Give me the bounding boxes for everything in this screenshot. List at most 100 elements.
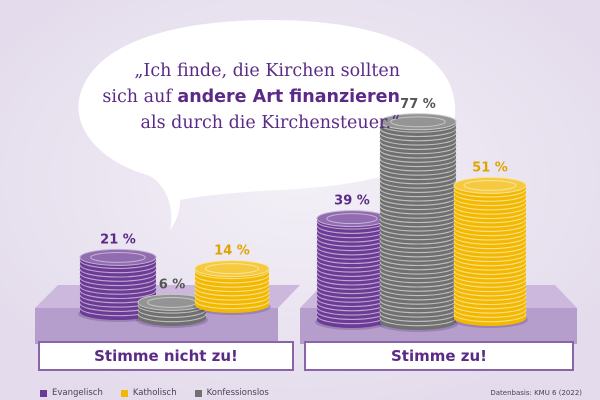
legend: Evangelisch Katholisch Konfessionslos bbox=[40, 388, 269, 398]
legend-label: Konfessionslos bbox=[206, 388, 269, 398]
coin-edge bbox=[194, 270, 270, 280]
coin-edge bbox=[379, 244, 457, 254]
coin-edge bbox=[379, 124, 457, 133]
coin-edge bbox=[379, 128, 457, 138]
legend-item-evangelisch: Evangelisch bbox=[40, 388, 103, 398]
category-label-text: Stimme zu! bbox=[390, 347, 488, 365]
coin-edge bbox=[379, 287, 457, 297]
coin-edge bbox=[79, 277, 157, 287]
category-label-text: Stimme nicht zu! bbox=[94, 347, 238, 365]
legend-swatch-evangelisch bbox=[40, 389, 47, 397]
coin-stack-katholisch-agree: 51 % bbox=[452, 160, 528, 328]
coin-edge bbox=[379, 145, 457, 155]
coin-edge bbox=[79, 273, 157, 282]
coin-bottom bbox=[138, 310, 206, 326]
category-label-disagree: Stimme nicht zu! bbox=[38, 341, 294, 371]
coin-bottom bbox=[380, 314, 456, 330]
coin-edge bbox=[379, 313, 457, 322]
coin-edge bbox=[379, 167, 457, 176]
quote-line-2a: sich auf bbox=[102, 87, 178, 107]
value-label: 14 % bbox=[214, 244, 250, 259]
coin-edge bbox=[453, 253, 527, 263]
coin-edge bbox=[379, 308, 457, 318]
coin-edge bbox=[379, 141, 457, 150]
coin-edge bbox=[453, 193, 527, 202]
quote-text: „Ich finde, die Kirchen sollten sich auf… bbox=[100, 58, 400, 136]
coin-edge bbox=[379, 240, 457, 249]
coin-edge bbox=[379, 175, 457, 185]
coin-edge bbox=[137, 309, 207, 318]
coin-edge bbox=[194, 300, 270, 310]
coin-edge bbox=[379, 149, 457, 159]
coin-edge bbox=[194, 291, 270, 301]
coin-edge bbox=[379, 283, 457, 292]
legend-item-katholisch: Katholisch bbox=[120, 388, 177, 398]
coin-edge bbox=[453, 257, 527, 267]
coin-edge bbox=[453, 223, 527, 232]
coin-edge bbox=[453, 218, 527, 228]
coin-edge bbox=[453, 231, 527, 241]
coin-bottom bbox=[195, 297, 269, 313]
coin-edge bbox=[379, 222, 457, 232]
legend-label: Katholisch bbox=[132, 388, 177, 398]
coin-edge bbox=[379, 257, 457, 267]
coin-edge bbox=[79, 281, 157, 291]
coin-edge bbox=[79, 264, 157, 274]
coin-edge bbox=[379, 184, 457, 193]
coin-edge bbox=[453, 296, 527, 306]
value-label: 77 % bbox=[400, 97, 436, 112]
coin-edge bbox=[453, 197, 527, 207]
coin-edge bbox=[379, 197, 457, 206]
coin-top-ring bbox=[390, 116, 446, 128]
coin-top bbox=[453, 176, 527, 194]
coin-edge bbox=[453, 210, 527, 220]
coin-edge bbox=[379, 218, 457, 228]
coin-edge bbox=[379, 227, 457, 236]
coin-top-ring bbox=[463, 179, 517, 191]
coin-stack-evangelisch-agree: 39 % bbox=[315, 194, 389, 330]
coin-edge bbox=[194, 279, 270, 288]
coin-edge bbox=[379, 278, 457, 288]
coin-edge bbox=[453, 300, 527, 310]
coin-edge bbox=[379, 188, 457, 198]
coin-edge bbox=[379, 201, 457, 211]
coin-edge bbox=[379, 248, 457, 258]
value-label: 51 % bbox=[472, 160, 508, 175]
coin-edge bbox=[194, 287, 270, 297]
coin-edge bbox=[379, 270, 457, 279]
coin-edge bbox=[194, 274, 270, 284]
coin-edge bbox=[379, 304, 457, 314]
coin-edge bbox=[453, 188, 527, 198]
coin-edge bbox=[379, 205, 457, 215]
coin-top-ring bbox=[90, 251, 146, 263]
legend-item-konfessionslos: Konfessionslos bbox=[194, 388, 269, 398]
coin-edge bbox=[79, 286, 157, 295]
value-label: 39 % bbox=[334, 194, 370, 209]
coin-stack-konfessionslos-disagree: 6 % bbox=[136, 277, 208, 328]
coin-edge bbox=[453, 206, 527, 215]
source-note: Datenbasis: KMU 6 (2022) bbox=[490, 389, 582, 397]
coin-edge bbox=[79, 290, 157, 300]
coin-edge bbox=[79, 268, 157, 278]
coin-edge bbox=[379, 274, 457, 284]
legend-swatch-katholisch bbox=[120, 389, 128, 397]
coin-edge bbox=[379, 171, 457, 181]
coin-edge bbox=[453, 283, 527, 293]
coin-stacks: 21 % 6 % 14 % 39 % 77 % 51 % bbox=[78, 97, 528, 332]
quote-line-1: „Ich finde, die Kirchen sollten bbox=[134, 61, 400, 81]
category-label-agree: Stimme zu! bbox=[304, 341, 574, 371]
coin-edge bbox=[379, 296, 457, 305]
coin-edge bbox=[453, 240, 527, 250]
coin-edge bbox=[379, 179, 457, 189]
coin-stack-konfessionslos-agree: 77 % bbox=[378, 97, 458, 332]
coin-bottom bbox=[80, 304, 156, 320]
coin-edge bbox=[453, 214, 527, 224]
coin-edge bbox=[194, 283, 270, 293]
coin-edge bbox=[453, 279, 527, 288]
coin-edge bbox=[453, 249, 527, 258]
coin-edge bbox=[453, 236, 527, 245]
coin-edge bbox=[453, 244, 527, 254]
coin-edge bbox=[379, 235, 457, 245]
speech-bubble bbox=[78, 20, 456, 230]
coin-body bbox=[380, 121, 456, 322]
